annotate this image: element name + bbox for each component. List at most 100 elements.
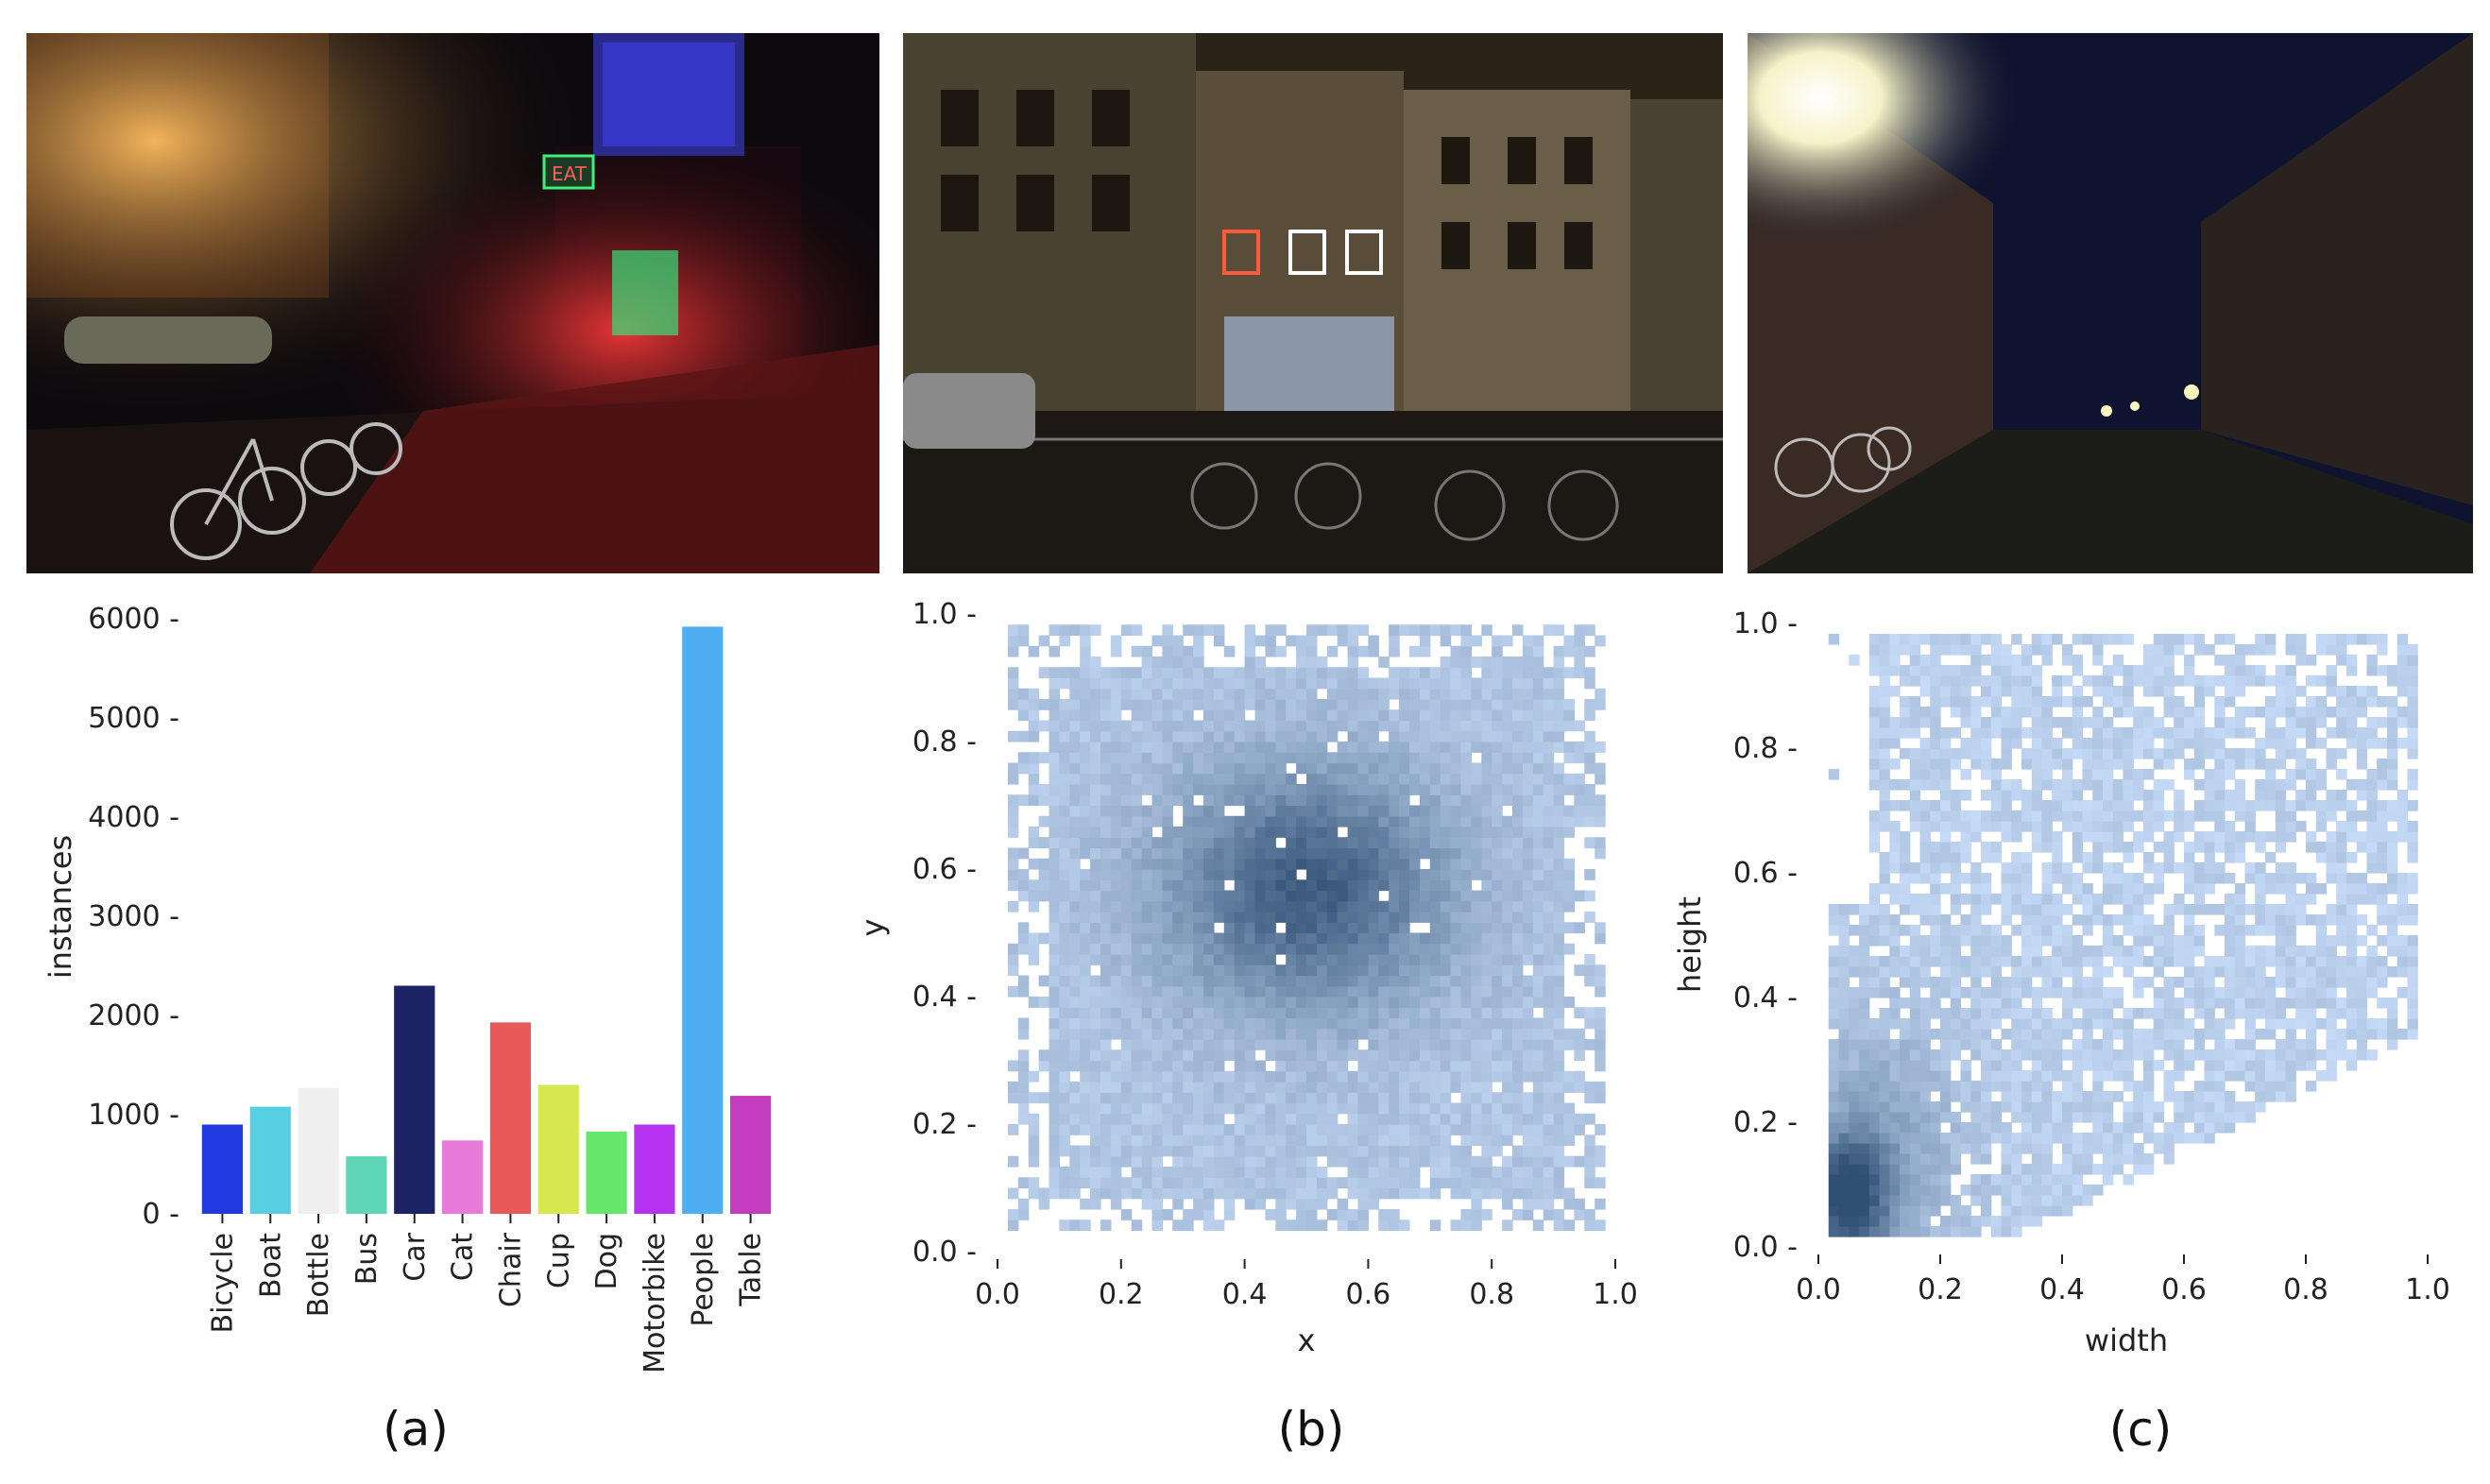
heat-cell — [1120, 720, 1133, 732]
heat-cell — [1110, 667, 1122, 679]
heat-cell — [1080, 847, 1091, 860]
heat-cell — [1286, 805, 1297, 817]
heat-cell — [1069, 869, 1081, 880]
heat-cell — [2133, 738, 2144, 749]
heat-cell — [1017, 1082, 1030, 1093]
heat-cell — [1399, 1167, 1410, 1178]
heat-cell — [2285, 769, 2296, 780]
heat-cell — [2112, 998, 2124, 1009]
heat-cell — [2163, 1143, 2174, 1154]
heat-cell — [2041, 738, 2053, 749]
heat-cell — [1059, 964, 1070, 977]
heat-cell — [1090, 900, 1101, 913]
heat-cell — [1357, 1220, 1369, 1232]
heat-cell — [1347, 805, 1359, 817]
heat-cell — [1930, 1101, 1941, 1113]
heat-cell — [1368, 677, 1379, 690]
heat-cell — [1859, 1029, 1870, 1040]
heat-cell — [1471, 677, 1482, 690]
heat-cell — [1234, 1124, 1246, 1135]
heat-cell — [1909, 1216, 1921, 1227]
heat-cell — [1419, 1134, 1431, 1147]
heat-cell — [1429, 1177, 1441, 1189]
heat-cell — [1868, 1216, 1881, 1227]
heat-cell — [1481, 709, 1492, 722]
heat-cell — [2112, 655, 2124, 666]
heat-cell — [2062, 966, 2073, 978]
heat-cell — [1879, 1008, 1890, 1019]
heat-cell — [1460, 869, 1472, 880]
heat-cell — [1162, 667, 1173, 679]
heat-cell — [1399, 1187, 1410, 1200]
heat-cell — [1326, 847, 1339, 860]
heat-cell — [2072, 727, 2084, 739]
heat-cell — [1296, 1145, 1307, 1157]
heat-cell — [1502, 752, 1513, 764]
heat-cell — [1940, 935, 1952, 947]
heat-cell — [1131, 858, 1143, 870]
heat-cell — [1120, 954, 1133, 965]
heat-cell — [1429, 869, 1441, 880]
heat-cell — [1151, 975, 1163, 987]
heat-cell — [2143, 1133, 2155, 1144]
heat-cell — [2285, 987, 2296, 998]
heat-cell — [2306, 956, 2317, 967]
bar-car — [394, 985, 435, 1214]
heat-cell — [1389, 847, 1400, 860]
heatmap-centers: 0.0 0.2 0.4 0.6 0.8 1.00.0 -0.2 -0.4 -0.6 -0.… — [855, 598, 1638, 1457]
heat-cell — [1378, 1187, 1390, 1200]
heat-cell — [2112, 759, 2124, 770]
heat-cell — [1595, 794, 1606, 807]
heat-cell — [1909, 1008, 1921, 1019]
heat-cell — [1049, 1167, 1060, 1178]
heat-cell — [2092, 946, 2104, 957]
heat-cell — [1450, 688, 1462, 700]
heat-cell — [1981, 748, 1992, 759]
heat-cell — [1286, 975, 1297, 987]
heat-cell — [1213, 985, 1225, 998]
heat-cell — [2204, 831, 2215, 843]
heat-cell — [1151, 912, 1163, 923]
heat-cell — [2163, 842, 2174, 853]
heat-cell — [2184, 904, 2195, 915]
heat-cell — [2255, 748, 2266, 759]
heat-cell — [1100, 730, 1112, 742]
heat-cell — [1563, 1070, 1575, 1083]
heat-cell — [1131, 773, 1143, 785]
heat-cell — [1838, 1153, 1850, 1165]
heat-cell — [2225, 727, 2236, 739]
heat-cell — [1141, 922, 1153, 934]
heat-cell — [1326, 752, 1339, 764]
heat-cell — [1595, 742, 1606, 753]
heat-cell — [2214, 1029, 2226, 1040]
heat-cell — [1337, 1102, 1349, 1115]
heat-cell — [1584, 975, 1595, 987]
heat-cell — [2225, 925, 2236, 936]
heat-cell — [1069, 677, 1081, 690]
heat-cell — [1429, 1017, 1441, 1030]
heat-cell — [1481, 677, 1492, 690]
heat-cell — [1254, 773, 1266, 785]
heat-cell — [2174, 977, 2185, 988]
heat-cell — [2072, 987, 2084, 998]
heat-cell — [1110, 847, 1122, 860]
heat-cell — [2011, 1195, 2022, 1206]
heat-cell — [2204, 998, 2215, 1009]
heat-cell — [1162, 815, 1173, 827]
heat-cell — [1110, 879, 1122, 892]
heat-cell — [2174, 1091, 2185, 1102]
heat-cell — [1275, 1017, 1287, 1030]
heat-cell — [1007, 964, 1019, 977]
heat-cell — [1286, 1198, 1297, 1210]
heat-cell — [2244, 977, 2256, 988]
heat-cell — [2174, 727, 2185, 739]
heat-cell — [1100, 699, 1112, 710]
heat-cell — [1481, 1102, 1492, 1115]
heat-cell — [1090, 720, 1101, 732]
heat-cell — [1183, 1007, 1194, 1019]
heat-cell — [2244, 987, 2256, 998]
heat-cell — [1162, 1187, 1173, 1200]
heat-cell — [2193, 946, 2206, 957]
heat-cell — [1940, 810, 1952, 822]
heat-cell — [2193, 1112, 2206, 1123]
